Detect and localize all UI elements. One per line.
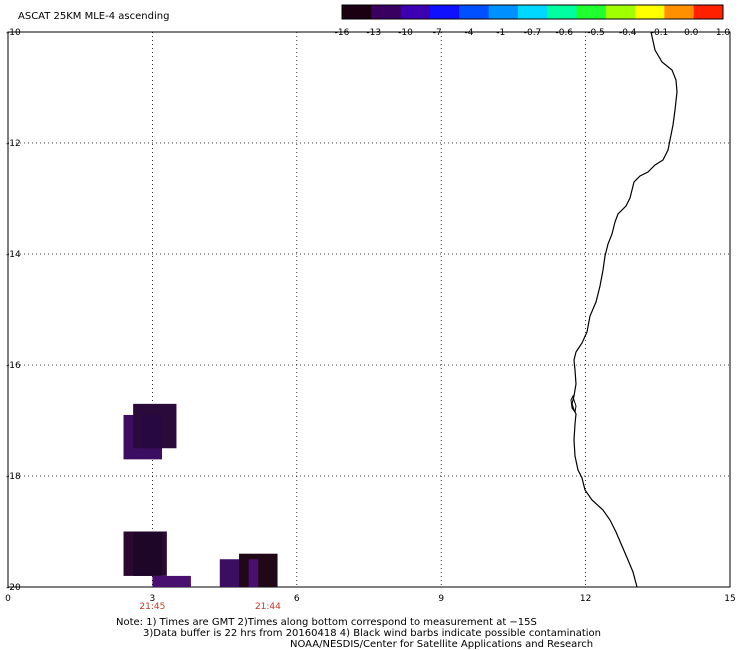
- time-label: 21:44: [255, 602, 281, 612]
- colorbar-label: -13: [366, 28, 381, 38]
- colorbar-swatch: [459, 5, 490, 19]
- colorbar-label: -0.1: [651, 28, 669, 38]
- grid-lines: [7, 31, 731, 588]
- x-tick-label: 3: [150, 594, 156, 604]
- colorbar-swatch: [576, 5, 607, 19]
- y-tick-label: -14: [6, 250, 21, 260]
- colorbar-swatch: [693, 5, 724, 19]
- colorbar-swatch: [400, 5, 431, 19]
- colorbar-swatch: [547, 5, 577, 19]
- note-line-3: NOAA/NESDIS/Center for Satellite Applica…: [290, 639, 593, 650]
- y-tick-label: -18: [6, 472, 21, 482]
- x-tick-label: 0: [5, 594, 11, 604]
- wind-cell: [133, 531, 163, 576]
- time-label: 21:45: [139, 602, 165, 612]
- wind-cell: [248, 559, 259, 587]
- colorbar-label: -4: [465, 28, 474, 38]
- colorbar-swatch: [605, 5, 636, 19]
- y-tick-label: -10: [6, 28, 21, 38]
- colorbar: -16 -13 -10 -7 -4 -1 -0.7 -0.6 -0.5 -0.4 -0.1 0.0 1.…: [335, 4, 731, 38]
- colorbar-swatch: [488, 5, 519, 19]
- colorbar-label: -0.7: [524, 28, 542, 38]
- data-cells: [123, 403, 278, 587]
- colorbar-label: -0.5: [587, 28, 605, 38]
- colorbar-swatch: [635, 5, 665, 19]
- y-tick-label: -20: [6, 583, 21, 593]
- wind-cell: [152, 575, 191, 587]
- plot-frame: [7, 31, 731, 588]
- colorbar-label: -7: [433, 28, 442, 38]
- colorbar-label: 0.0: [684, 28, 699, 38]
- colorbar-border: [341, 4, 724, 20]
- colorbar-swatch: [429, 5, 460, 19]
- x-tick-label: 6: [294, 594, 300, 604]
- note-line-1: Note: 1) Times are GMT 2)Times along bot…: [116, 617, 537, 628]
- colorbar-label: -10: [398, 28, 413, 38]
- colorbar-label: 1.0: [716, 28, 731, 38]
- colorbar-label: -1: [496, 28, 505, 38]
- colorbar-swatch: [342, 5, 372, 19]
- colorbar-label: -16: [335, 28, 350, 38]
- x-tick-label: 15: [724, 594, 735, 604]
- note-line-2: 3)Data buffer is 22 hrs from 20160418 4)…: [143, 628, 601, 639]
- y-tick-label: -12: [6, 139, 21, 149]
- colorbar-swatch: [371, 5, 402, 19]
- colorbar-swatch: [517, 5, 548, 19]
- map-title: ASCAT 25KM MLE-4 ascending: [18, 11, 169, 22]
- coastline-lagoon: [570, 394, 577, 414]
- x-tick-label: 12: [580, 594, 591, 604]
- colorbar-label: -0.6: [555, 28, 573, 38]
- y-tick-label: -16: [6, 361, 21, 371]
- colorbar-label: -0.4: [619, 28, 637, 38]
- colorbar-swatch: [664, 5, 695, 19]
- coastline: [571, 31, 678, 588]
- time-labels: 21:45 21:44: [139, 602, 281, 612]
- axis-ticks: 0 3 6 9 12 15 -10 -12 -14 -16 -18 -20: [5, 28, 736, 604]
- x-tick-label: 9: [438, 594, 444, 604]
- wind-cell: [142, 414, 163, 449]
